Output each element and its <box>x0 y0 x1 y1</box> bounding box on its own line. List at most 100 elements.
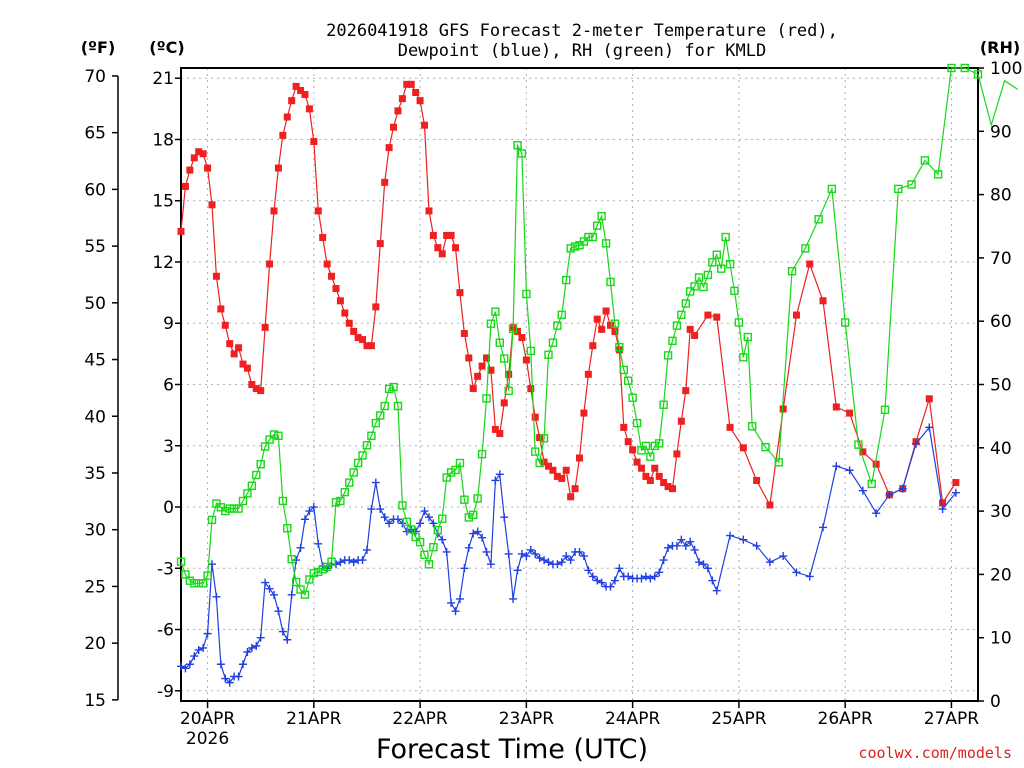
temperature-line <box>180 83 957 507</box>
temperature-point <box>469 385 477 393</box>
rh-point <box>398 501 407 510</box>
rh-point <box>584 232 593 242</box>
dewpoint-point <box>792 568 801 577</box>
rh-point <box>393 401 403 411</box>
dewpoint-point <box>194 645 203 654</box>
dewpoint-point <box>535 554 544 563</box>
rh-point <box>260 442 270 451</box>
dewpoint-point <box>438 535 447 544</box>
temperature-series <box>177 80 960 509</box>
dewpoint-point <box>451 607 460 616</box>
fahrenheit-tick-label: 65 <box>84 124 106 144</box>
dewpoint-point <box>398 519 407 528</box>
temperature-point <box>713 313 721 321</box>
temperature-point <box>221 321 229 329</box>
dewpoint-point <box>779 552 788 561</box>
celsius-tick-label: -3 <box>157 559 174 579</box>
dewpoint-point <box>331 560 340 569</box>
dewpoint-point <box>504 549 513 558</box>
plot-frame <box>180 67 979 702</box>
rh-point <box>566 244 575 253</box>
rh-tick-label: 70 <box>990 249 1012 269</box>
dewpoint-point <box>345 556 354 565</box>
rh-point <box>734 318 744 327</box>
rh-point <box>265 435 274 444</box>
temperature-point <box>398 95 406 103</box>
temperature-point <box>567 493 575 501</box>
rh-point <box>451 465 460 475</box>
rh-point <box>402 517 412 527</box>
rh-point <box>646 452 655 461</box>
dewpoint-point <box>677 535 686 544</box>
temperature-point <box>660 479 668 487</box>
dewpoint-point <box>566 556 575 565</box>
temperature-point <box>421 121 429 129</box>
dewpoint-point <box>641 572 650 581</box>
rh-point <box>920 156 930 165</box>
dewpoint-point <box>455 594 464 603</box>
rh-point <box>415 537 425 547</box>
dewpoint-point <box>362 545 371 554</box>
temperature-point <box>540 458 548 466</box>
rh-point <box>327 557 336 566</box>
temperature-point <box>514 327 522 335</box>
time-tick-label: 25APR <box>711 709 767 729</box>
rh-point <box>880 405 890 415</box>
dewpoint-point <box>252 641 261 650</box>
dewpoint-point <box>562 552 571 561</box>
rh-point <box>291 577 301 587</box>
rh-point <box>362 441 372 450</box>
grid-lines <box>181 68 978 701</box>
celsius-tick-label: 12 <box>152 253 174 273</box>
rh-tick-label: 50 <box>990 376 1012 396</box>
temperature-point <box>474 372 482 380</box>
dewpoint-point <box>655 568 664 577</box>
dewpoint-point <box>203 629 212 638</box>
temperature-point <box>925 395 933 403</box>
rh-point <box>181 570 190 579</box>
rh-point <box>597 211 606 221</box>
dewpoint-point <box>593 576 602 585</box>
rh-tick-label: 40 <box>990 439 1012 459</box>
rh-point <box>562 275 571 285</box>
dewpoint-point <box>664 543 673 552</box>
rh-point <box>973 70 983 79</box>
temperature-point <box>416 97 424 105</box>
rh-point <box>699 282 708 292</box>
temperature-point <box>646 476 654 484</box>
rh-point <box>774 458 783 467</box>
dewpoint-point <box>380 513 389 522</box>
dewpoint-point <box>309 503 318 512</box>
temperature-point <box>806 260 814 268</box>
rh-point <box>681 299 690 308</box>
temperature-point <box>341 309 349 317</box>
dewpoint-point <box>491 476 500 485</box>
temperature-point <box>832 403 840 411</box>
rh-point <box>274 431 283 440</box>
temperature-point <box>522 356 530 364</box>
temperature-point <box>407 80 415 88</box>
rh-point <box>207 515 217 525</box>
temperature-point <box>372 303 380 311</box>
rh-point <box>477 449 487 459</box>
temperature-point <box>633 458 641 466</box>
temperature-point <box>305 105 313 113</box>
temperature-point <box>190 154 198 162</box>
rh-point <box>685 287 695 296</box>
temperature-point <box>624 438 632 446</box>
dewpoint-point <box>650 572 659 581</box>
rh-point <box>641 441 651 451</box>
temperature-point <box>460 329 468 337</box>
dewpoint-point <box>912 439 921 448</box>
dewpoint-point <box>243 647 252 656</box>
rh-point <box>353 458 363 468</box>
rh-point <box>606 277 615 287</box>
temperature-point <box>323 260 331 268</box>
dewpoint-point <box>225 678 234 687</box>
temperature-point <box>677 417 685 425</box>
rh-point <box>593 221 602 230</box>
rh-point <box>827 184 837 194</box>
dewpoint-point <box>553 560 562 569</box>
temperature-point <box>766 501 774 509</box>
rh-tick-label: 30 <box>990 502 1012 522</box>
